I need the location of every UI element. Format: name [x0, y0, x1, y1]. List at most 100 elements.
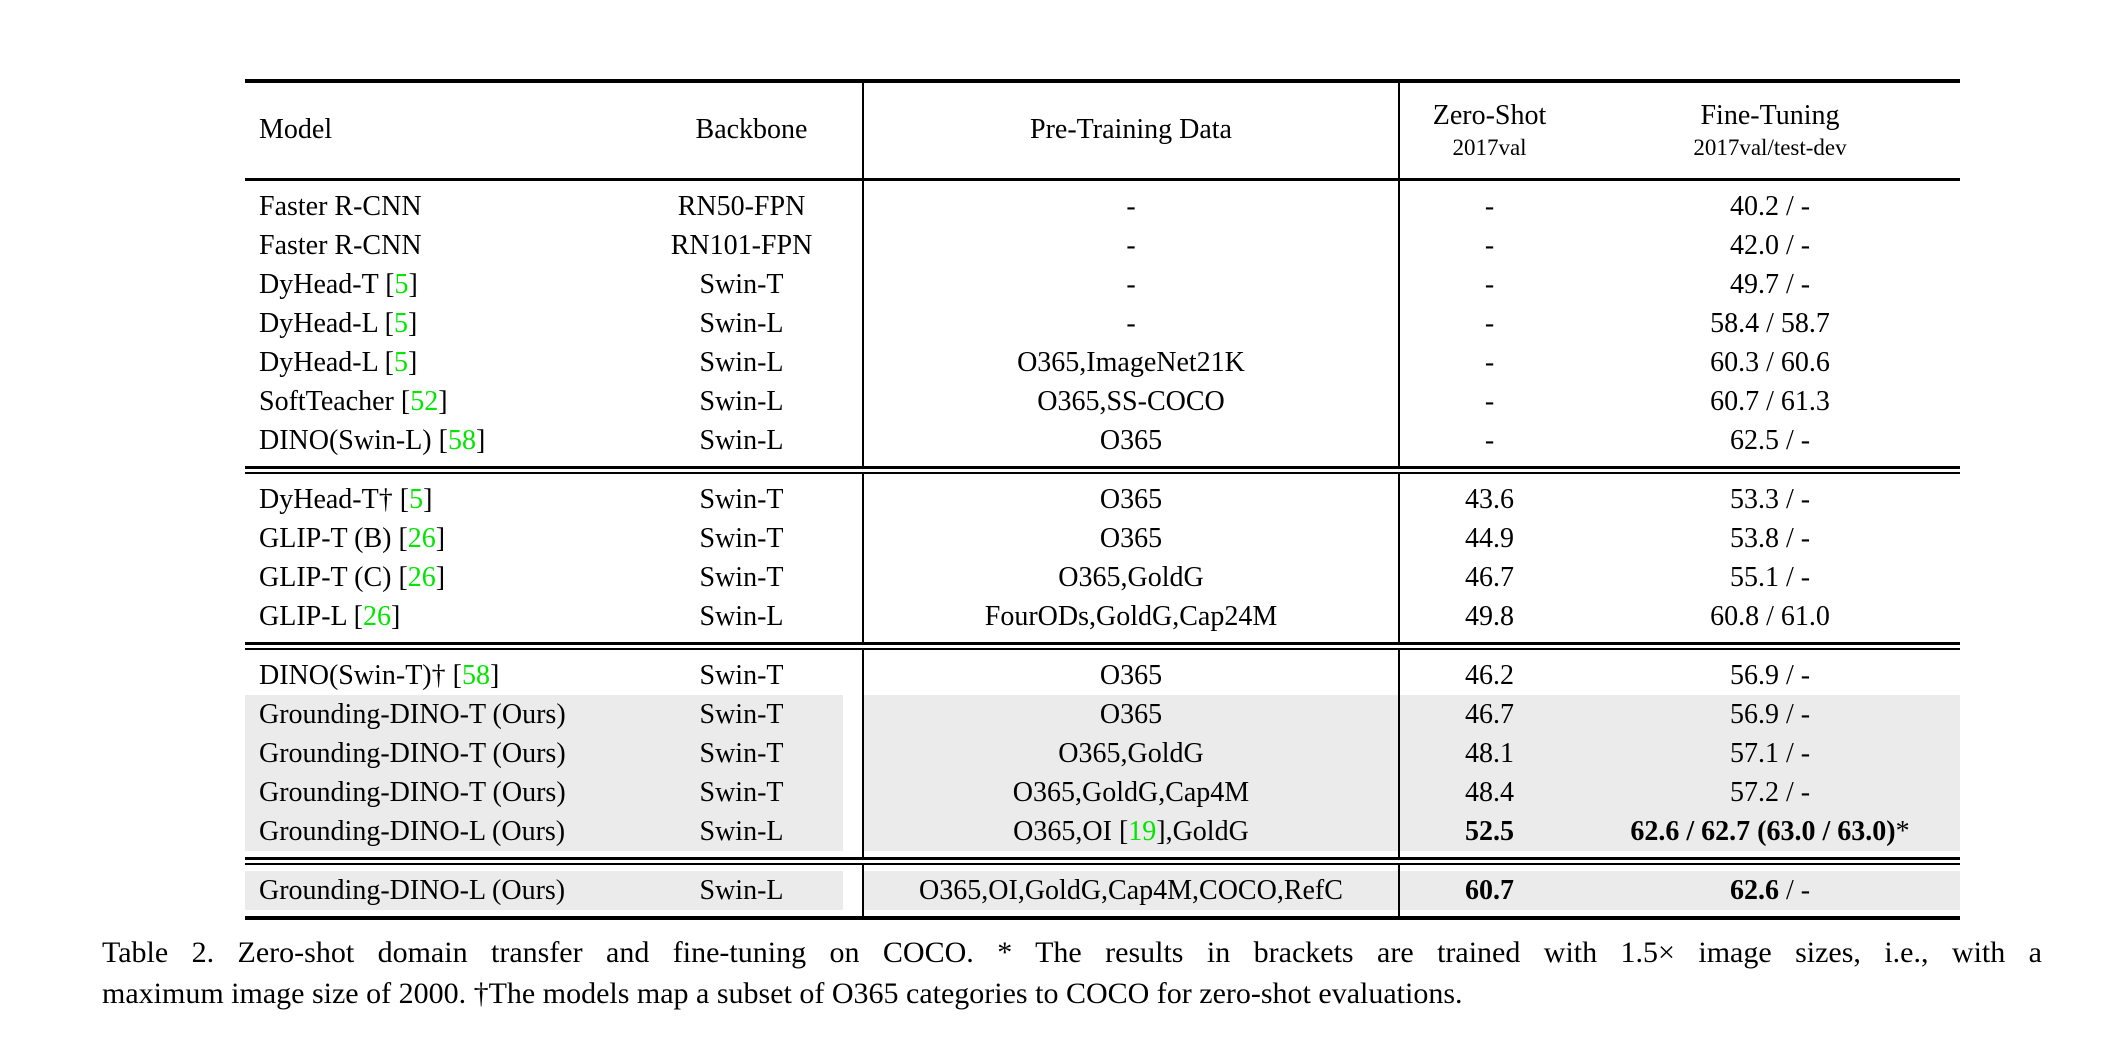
- citation-link[interactable]: 5: [409, 484, 424, 515]
- finetuning-cell: 57.2 / -: [1580, 773, 1960, 812]
- finetuning-cell: 62.6 / -: [1580, 871, 1960, 910]
- pretraining-cell: O365,SS-COCO: [1037, 386, 1225, 417]
- table-row: GLIP-T (B) [26] Swin-T O365 44.9 53.8 / …: [245, 519, 1960, 558]
- backbone-cell: Swin-T: [699, 523, 784, 554]
- finetuning-cell: 56.9 / -: [1580, 695, 1960, 734]
- table-row-highlighted: Grounding-DINO-T (Ours) Swin-T O365,Gold…: [245, 734, 1960, 773]
- header-zero-shot-title: Zero-Shot: [1432, 99, 1547, 131]
- finetuning-cell: 58.4 / 58.7: [1710, 308, 1830, 339]
- results-table: Model Backbone Pre-Training Data Zero-Sh…: [245, 79, 1960, 920]
- table-row: GLIP-T (C) [26] Swin-T O365,GoldG 46.7 5…: [245, 558, 1960, 597]
- model-cell: GLIP-T (C) [26]: [259, 562, 446, 593]
- citation-link[interactable]: 26: [362, 601, 391, 632]
- model-label: Faster R-CNN: [259, 191, 422, 222]
- backbone-cell: Swin-L: [699, 601, 784, 632]
- model-cell: DINO(Swin-T)† [58]: [259, 660, 500, 691]
- table-caption: Table 2. Zero-shot domain transfer and f…: [102, 932, 2042, 1014]
- section-separator-rule: [245, 857, 1960, 865]
- table-row: DINO(Swin-L) [58] Swin-L O365 - 62.5 / -: [245, 421, 1960, 460]
- backbone-cell: Swin-T: [699, 660, 784, 691]
- header-backbone: Backbone: [695, 114, 808, 146]
- zeroshot-cell: -: [1484, 191, 1495, 222]
- column-divider: [1398, 865, 1400, 916]
- citation-link[interactable]: 26: [407, 562, 436, 593]
- column-divider: [1398, 474, 1400, 642]
- pretraining-cell: O365: [1099, 484, 1163, 515]
- citation-link[interactable]: 5: [394, 308, 409, 339]
- citation-link[interactable]: 52: [410, 386, 439, 417]
- model-cell: GLIP-T (B) [26]: [259, 523, 446, 554]
- finetuning-cell: 49.7 / -: [1729, 269, 1811, 300]
- pretraining-cell: -: [1126, 269, 1136, 300]
- finetuning-cell: 53.3 / -: [1729, 484, 1811, 515]
- pretraining-cell: -: [1126, 191, 1136, 222]
- caption-line-2: maximum image size of 2000. †The models …: [102, 977, 1463, 1010]
- table-row: DINO(Swin-T)† [58] Swin-T O365 46.2 56.9…: [245, 656, 1960, 695]
- citation-link[interactable]: 19: [1128, 816, 1157, 847]
- model-cell: DINO(Swin-L) [58]: [259, 425, 486, 456]
- column-divider: [862, 650, 864, 857]
- backbone-cell: Swin-L: [699, 386, 784, 417]
- table-row: Faster R-CNN RN101-FPN - - 42.0 / -: [245, 226, 1960, 265]
- zeroshot-cell: -: [1484, 308, 1495, 339]
- header-pretraining: Pre-Training Data: [1030, 114, 1232, 146]
- zeroshot-cell: 49.8: [1465, 601, 1514, 632]
- model-cell: Grounding-DINO-T (Ours): [245, 695, 640, 734]
- column-divider: [862, 83, 864, 178]
- table-header-row: Model Backbone Pre-Training Data Zero-Sh…: [245, 83, 1960, 178]
- model-cell: DyHead-L [5]: [259, 347, 418, 378]
- model-cell: Grounding-DINO-T (Ours): [245, 773, 640, 812]
- backbone-cell: Swin-L: [699, 347, 784, 378]
- citation-link[interactable]: 5: [394, 269, 409, 300]
- finetuning-cell: 42.0 / -: [1729, 230, 1811, 261]
- zeroshot-cell: 46.7: [1465, 562, 1514, 593]
- zeroshot-cell: 48.4: [1399, 773, 1580, 812]
- pretraining-cell: O365: [863, 695, 1399, 734]
- model-cell: GLIP-L [26]: [259, 601, 401, 632]
- pretraining-cell: O365: [1099, 425, 1163, 456]
- column-divider: [862, 181, 864, 466]
- zeroshot-cell: 46.2: [1465, 660, 1514, 691]
- finetuning-cell: 57.1 / -: [1580, 734, 1960, 773]
- table-row: GLIP-L [26] Swin-L FourODs,GoldG,Cap24M …: [245, 597, 1960, 636]
- column-divider: [862, 474, 864, 642]
- column-divider: [1398, 83, 1400, 178]
- citation-link[interactable]: 58: [461, 660, 490, 691]
- zeroshot-cell: 52.5: [1399, 812, 1580, 851]
- pretraining-cell: O365,GoldG: [1058, 562, 1204, 593]
- citation-link[interactable]: 26: [407, 523, 436, 554]
- finetuning-cell: 62.5 / -: [1729, 425, 1811, 456]
- header-fine-tuning-title: Fine-Tuning: [1700, 99, 1840, 131]
- section-separator-rule: [245, 466, 1960, 474]
- header-fine-tuning-sub: 2017val/test-dev: [1693, 134, 1847, 160]
- pretraining-cell: O365,OI,GoldG,Cap4M,COCO,RefC: [863, 871, 1399, 910]
- table-row: SoftTeacher [52] Swin-L O365,SS-COCO - 6…: [245, 382, 1960, 421]
- caption-line-1: Table 2. Zero-shot domain transfer and f…: [102, 936, 2042, 969]
- table-row: DyHead-T [5] Swin-T - - 49.7 / -: [245, 265, 1960, 304]
- model-cell: Grounding-DINO-L (Ours): [245, 812, 640, 851]
- zeroshot-cell: -: [1484, 347, 1495, 378]
- column-divider: [862, 865, 864, 916]
- backbone-cell: Swin-L: [699, 308, 784, 339]
- column-divider: [1398, 650, 1400, 857]
- table-row-highlighted: Grounding-DINO-T (Ours) Swin-T O365,Gold…: [245, 773, 1960, 812]
- model-cell: Grounding-DINO-T (Ours): [245, 734, 640, 773]
- backbone-cell: Swin-L: [640, 871, 863, 910]
- backbone-cell: RN50-FPN: [677, 191, 806, 222]
- table-bottom-rule: [245, 916, 1960, 920]
- model-cell: DyHead-L [5]: [259, 308, 418, 339]
- finetuning-cell: 40.2 / -: [1729, 191, 1811, 222]
- backbone-cell: Swin-T: [699, 562, 784, 593]
- table-row: DyHead-L [5] Swin-L - - 58.4 / 58.7: [245, 304, 1960, 343]
- pretraining-cell: O365,GoldG: [863, 734, 1399, 773]
- table-section-grounding-dino: DINO(Swin-T)† [58] Swin-T O365 46.2 56.9…: [245, 650, 1960, 857]
- zeroshot-cell: -: [1484, 425, 1495, 456]
- zeroshot-cell: 48.1: [1399, 734, 1580, 773]
- header-zero-shot: Zero-Shot 2017val: [1399, 100, 1580, 162]
- citation-link[interactable]: 5: [394, 347, 409, 378]
- backbone-cell: Swin-T: [640, 734, 863, 773]
- header-model: Model: [259, 114, 333, 146]
- model-cell: Grounding-DINO-L (Ours): [245, 871, 640, 910]
- citation-link[interactable]: 58: [447, 425, 476, 456]
